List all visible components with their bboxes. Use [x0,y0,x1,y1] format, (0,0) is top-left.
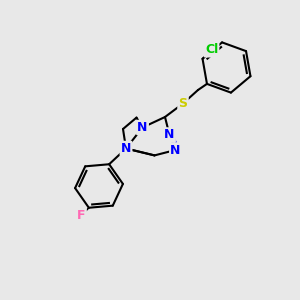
Text: S: S [178,97,188,110]
Text: N: N [170,143,181,157]
Text: N: N [137,121,148,134]
Text: F: F [77,209,86,222]
Text: N: N [121,142,131,155]
Text: Cl: Cl [205,43,218,56]
Text: N: N [164,128,175,142]
